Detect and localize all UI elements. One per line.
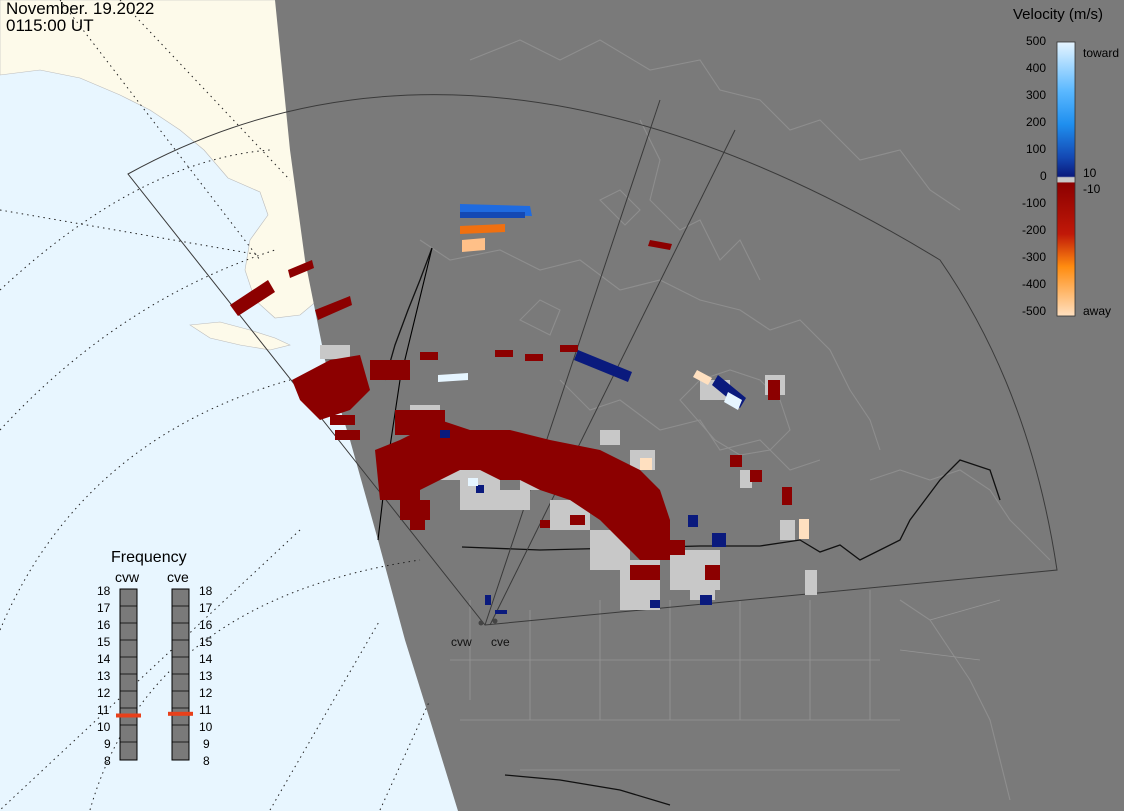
colorbar-side-label-neg10: -10	[1083, 182, 1101, 196]
colorbar-tick: 300	[1026, 88, 1047, 102]
frequency-tick: 16	[199, 618, 213, 632]
frequency-tick: 13	[97, 669, 111, 683]
frequency-marker-cve	[168, 711, 193, 716]
frequency-tick: 11	[199, 703, 212, 717]
time-label: 0115:00 UT	[6, 16, 94, 35]
frequency-tick: 10	[199, 720, 213, 734]
frequency-tick: 14	[199, 652, 213, 666]
fov-outline	[127, 94, 1058, 626]
colorbar-tick: -500	[1022, 304, 1047, 318]
coastlines	[419, 39, 1051, 801]
velocity-toward-mid	[438, 204, 742, 486]
frequency-tick: 16	[97, 618, 111, 632]
frequency-tick: 15	[199, 635, 213, 649]
colorbar-side-label-away: away	[1083, 304, 1112, 318]
lat-lon-grid	[0, 0, 431, 811]
frequency-tick: 9	[104, 737, 111, 751]
colorbar-tick: 200	[1026, 115, 1047, 129]
colorbar-tick: -200	[1022, 223, 1047, 237]
colorbar-side-label-10: 10	[1083, 166, 1097, 180]
state-borders	[450, 590, 1001, 771]
radar-site-marker-cvw	[478, 620, 484, 626]
frequency-tick: 8	[203, 754, 210, 768]
radar-site-label-cve: cve	[491, 635, 510, 649]
frequency-tick: 15	[97, 635, 111, 649]
colorbar-tick: -400	[1022, 277, 1047, 291]
frequency-scale-ticks	[120, 605, 189, 743]
velocity-away-mid	[460, 224, 809, 539]
frequency-tick: 13	[199, 669, 213, 683]
day-land-aleutian	[189, 321, 291, 351]
frequency-tick: 9	[203, 737, 210, 751]
frequency-tick: 12	[97, 686, 111, 700]
frequency-site-label-cve: cve	[167, 569, 189, 585]
frequency-scale-cvw	[119, 588, 138, 761]
colorbar-tick: 100	[1026, 142, 1047, 156]
frequency-tick: 12	[199, 686, 213, 700]
colorbar-tick: 500	[1026, 34, 1047, 48]
frequency-site-label-cvw: cvw	[115, 569, 140, 585]
velocity-toward-min	[440, 350, 746, 614]
velocity-colorbar	[1056, 41, 1076, 317]
date-label: November. 19.2022	[6, 0, 155, 18]
frequency-tick: 14	[97, 652, 111, 666]
colorbar-title: Velocity (m/s)	[1013, 6, 1104, 23]
colorbar-tick: -300	[1022, 250, 1047, 264]
colorbar-tick: 0	[1040, 169, 1047, 183]
frequency-tick: 18	[97, 584, 111, 598]
frequency-tick: 10	[97, 720, 111, 734]
frequency-tick: 8	[104, 754, 111, 768]
velocity-away-min	[230, 240, 792, 580]
radar-site-label-cvw: cvw	[451, 635, 472, 649]
fov-divider	[377, 247, 433, 541]
frequency-tick: 17	[199, 601, 213, 615]
frequency-tick: 17	[97, 601, 111, 615]
colorbar-side-label-toward: toward	[1083, 46, 1120, 60]
frequency-scale-cve	[171, 588, 190, 761]
frequency-panel-title: Frequency	[111, 549, 187, 566]
frequency-marker-cvw	[116, 713, 141, 718]
frequency-tick: 18	[199, 584, 213, 598]
colorbar-tick: -100	[1022, 196, 1047, 210]
radar-site-marker-cve	[492, 618, 498, 624]
frequency-tick: 11	[97, 703, 110, 717]
colorbar-tick: 400	[1026, 61, 1047, 75]
